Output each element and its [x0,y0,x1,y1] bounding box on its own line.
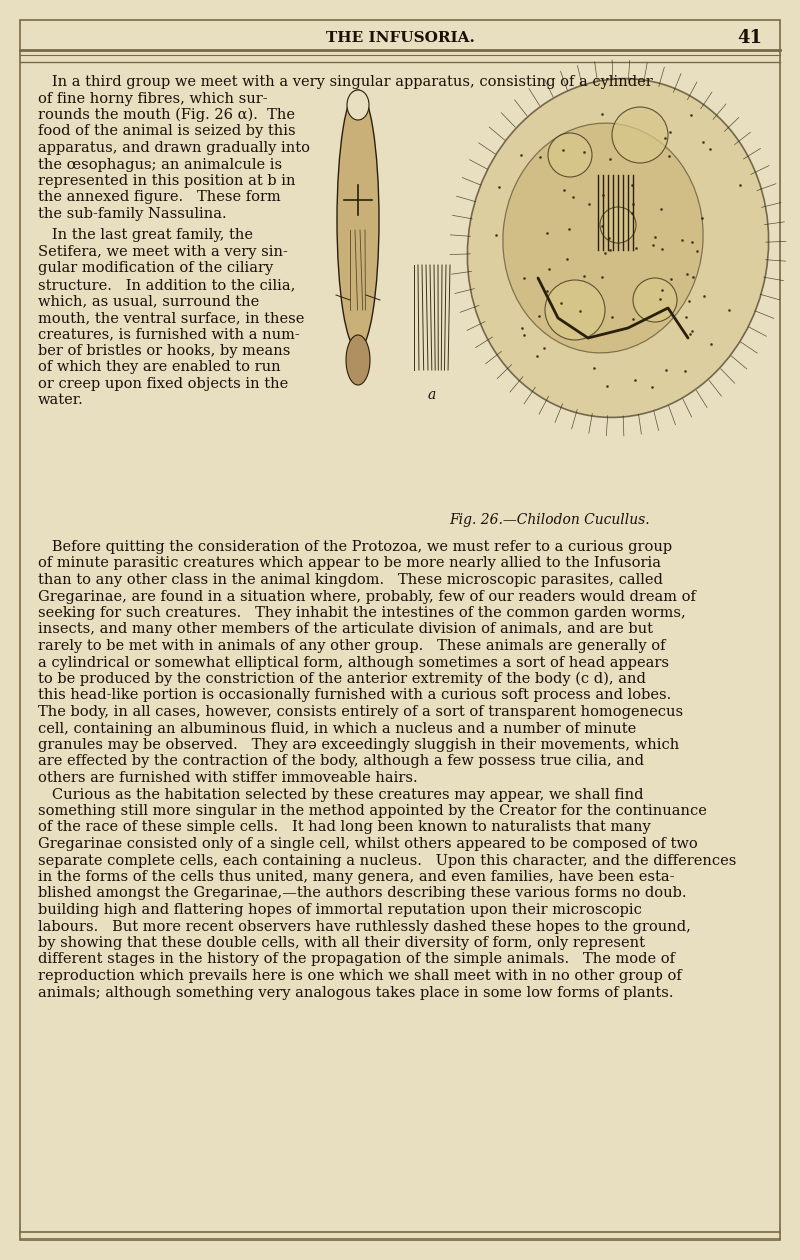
Text: of minute parasitic creatures which appear to be more nearly allied to the Infus: of minute parasitic creatures which appe… [38,557,661,571]
Text: In the last great family, the: In the last great family, the [38,228,253,242]
Text: something still more singular in the method appointed by the Creator for the con: something still more singular in the met… [38,804,707,818]
Text: the œsophagus; an animalcule is: the œsophagus; an animalcule is [38,158,282,171]
Ellipse shape [633,278,677,323]
Ellipse shape [467,78,769,417]
Text: creatures, is furnished with a num-: creatures, is furnished with a num- [38,328,300,341]
Text: apparatus, and drawn gradually into: apparatus, and drawn gradually into [38,141,310,155]
Ellipse shape [600,207,636,243]
Text: which, as usual, surround the: which, as usual, surround the [38,295,259,309]
Text: water.: water. [38,393,84,407]
Text: food of the animal is seized by this: food of the animal is seized by this [38,125,296,139]
Text: to be produced by the constriction of the anterior extremity of the body (c d), : to be produced by the constriction of th… [38,672,646,687]
Text: of the race of these simple cells.   It had long been known to naturalists that : of the race of these simple cells. It ha… [38,820,650,834]
Text: Curious as the habitation selected by these creatures may appear, we shall find: Curious as the habitation selected by th… [38,788,643,801]
Text: in the forms of the cells thus united, many genera, and even families, have been: in the forms of the cells thus united, m… [38,869,674,885]
Text: gular modification of the ciliary: gular modification of the ciliary [38,262,274,276]
Text: structure.   In addition to the cilia,: structure. In addition to the cilia, [38,278,295,292]
Text: Fig. 26.—Chilodon Cucullus.: Fig. 26.—Chilodon Cucullus. [450,513,650,527]
Text: Gregarinae, are found in a situation where, probably, few of our readers would d: Gregarinae, are found in a situation whe… [38,590,696,604]
Ellipse shape [545,280,605,340]
Ellipse shape [347,89,369,120]
Text: cell, containing an albuminous fluid, in which a nucleus and a number of minute: cell, containing an albuminous fluid, in… [38,722,636,736]
Text: rounds the mouth (Fig. 26 α).  The: rounds the mouth (Fig. 26 α). The [38,108,295,122]
Text: labours.   But more recent observers have ruthlessly dashed these hopes to the g: labours. But more recent observers have … [38,920,691,934]
Ellipse shape [503,123,703,353]
Text: granules may be observed.   They arə exceedingly sluggish in their movements, wh: granules may be observed. They arə excee… [38,738,679,752]
Ellipse shape [346,335,370,386]
Text: 41: 41 [737,29,762,47]
Text: separate complete cells, each containing a nucleus.   Upon this character, and t: separate complete cells, each containing… [38,853,736,867]
Text: of fine horny fibres, which sur-: of fine horny fibres, which sur- [38,92,268,106]
Text: rarely to be met with in animals of any other group.   These animals are general: rarely to be met with in animals of any … [38,639,666,653]
Text: In a third group we meet with a very singular apparatus, consisting of a cylinde: In a third group we meet with a very sin… [38,76,653,89]
Text: by showing that these double cells, with all their diversity of form, only repre: by showing that these double cells, with… [38,936,645,950]
Text: insects, and many other members of the articulate division of animals, and are b: insects, and many other members of the a… [38,622,653,636]
Text: Setifera, we meet with a very sin-: Setifera, we meet with a very sin- [38,244,288,260]
Ellipse shape [612,107,668,163]
Text: different stages in the history of the propagation of the simple animals.   The : different stages in the history of the p… [38,953,675,966]
Text: The body, in all cases, however, consists entirely of a sort of transparent homo: The body, in all cases, however, consist… [38,706,683,719]
Text: animals; although something very analogous takes place in some low forms of plan: animals; although something very analogo… [38,985,674,999]
Ellipse shape [548,134,592,176]
Text: reproduction which prevails here is one which we shall meet with in no other gro: reproduction which prevails here is one … [38,969,682,983]
Text: this head-like portion is occasionally furnished with a curious soft process and: this head-like portion is occasionally f… [38,688,671,703]
Text: seeking for such creatures.   They inhabit the intestines of the common garden w: seeking for such creatures. They inhabit… [38,606,686,620]
Text: blished amongst the Gregarinae,—the authors describing these various forms no do: blished amongst the Gregarinae,—the auth… [38,887,686,901]
Text: the annexed figure.   These form: the annexed figure. These form [38,190,281,204]
Text: a: a [428,388,436,402]
Text: or creep upon fixed objects in the: or creep upon fixed objects in the [38,377,288,391]
Text: others are furnished with stiffer immoveable hairs.: others are furnished with stiffer immove… [38,771,418,785]
Text: building high and flattering hopes of immortal reputation upon their microscopic: building high and flattering hopes of im… [38,903,642,917]
Text: Before quitting the consideration of the Protozoa, we must refer to a curious gr: Before quitting the consideration of the… [38,541,672,554]
Text: mouth, the ventral surface, in these: mouth, the ventral surface, in these [38,311,304,325]
Text: THE INFUSORIA.: THE INFUSORIA. [326,32,474,45]
Text: ber of bristles or hooks, by means: ber of bristles or hooks, by means [38,344,290,358]
Ellipse shape [337,89,379,350]
Text: are effected by the contraction of the body, although a few possess true cilia, : are effected by the contraction of the b… [38,755,644,769]
Text: than to any other class in the animal kingdom.   These microscopic parasites, ca: than to any other class in the animal ki… [38,573,663,587]
Text: the sub-family Nassulina.: the sub-family Nassulina. [38,207,226,220]
Text: represented in this position at b in: represented in this position at b in [38,174,295,188]
Text: of which they are enabled to run: of which they are enabled to run [38,360,281,374]
Text: a cylindrical or somewhat elliptical form, although sometimes a sort of head app: a cylindrical or somewhat elliptical for… [38,655,669,669]
Text: Gregarinae consisted only of a single cell, whilst others appeared to be compose: Gregarinae consisted only of a single ce… [38,837,698,851]
